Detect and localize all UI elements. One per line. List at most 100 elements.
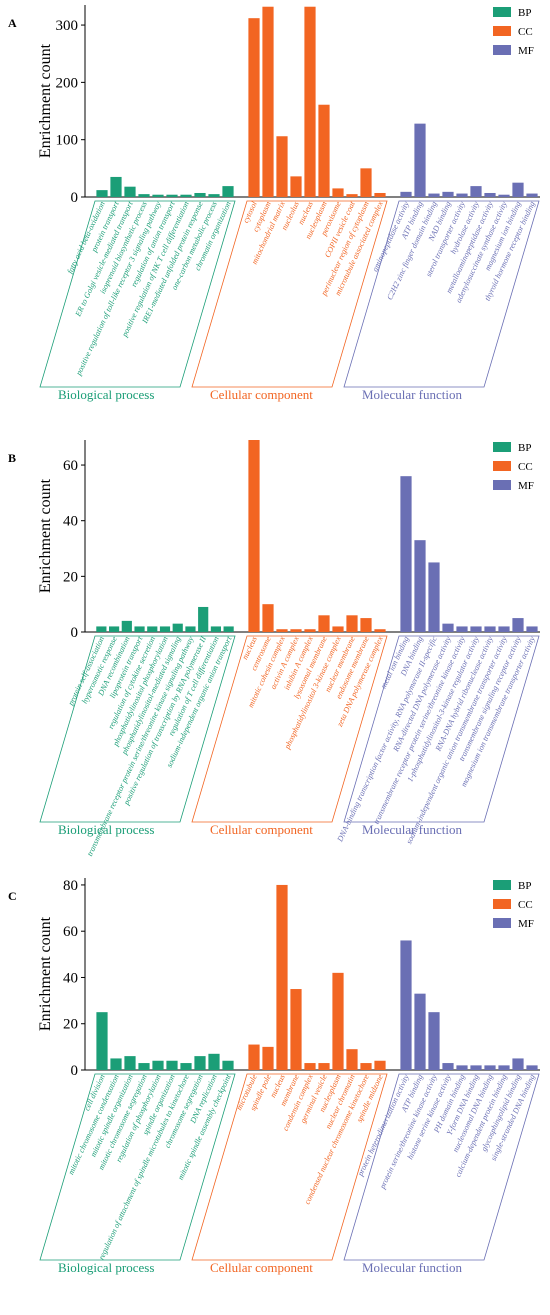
legend-swatch <box>493 480 511 490</box>
y-tick-label: 200 <box>56 75 79 91</box>
bar <box>498 626 510 632</box>
y-tick-label: 80 <box>63 878 78 894</box>
legend-label: BP <box>518 880 531 892</box>
bar <box>526 1065 538 1070</box>
bar <box>374 192 386 197</box>
bar <box>428 1012 440 1070</box>
bar <box>276 136 288 197</box>
bar <box>332 188 344 197</box>
bar <box>172 623 183 632</box>
legend-swatch <box>493 442 511 452</box>
y-tick-label: 20 <box>63 569 78 585</box>
bar <box>210 626 221 632</box>
y-tick-label: 0 <box>71 1063 79 1079</box>
bar <box>110 176 122 197</box>
bar <box>159 626 171 632</box>
y-tick-label: 0 <box>71 625 79 641</box>
bar <box>124 1056 136 1070</box>
legend-label: CC <box>518 461 533 473</box>
bar <box>346 194 358 197</box>
bar <box>442 191 454 197</box>
group-label: Biological process <box>58 1260 154 1275</box>
legend-label: CC <box>518 899 533 911</box>
bar <box>484 192 496 197</box>
group-box <box>191 200 388 388</box>
bar <box>194 1056 206 1070</box>
bar <box>223 626 234 632</box>
group-box <box>191 635 388 823</box>
y-tick-label: 20 <box>63 1017 78 1033</box>
bar <box>109 626 120 632</box>
bar <box>110 1058 122 1070</box>
bar <box>304 1063 316 1070</box>
bar <box>346 1049 358 1070</box>
panel-label: A <box>8 16 17 30</box>
bar <box>134 626 145 632</box>
bar <box>374 1060 386 1070</box>
group-box <box>39 200 236 388</box>
bar <box>208 1053 220 1070</box>
bar <box>96 190 108 197</box>
group-box <box>191 1073 388 1261</box>
bar <box>222 186 234 197</box>
bar <box>428 193 440 197</box>
panel-label: B <box>8 451 16 465</box>
bar <box>456 1065 468 1070</box>
bar <box>138 194 150 197</box>
bar <box>332 626 344 632</box>
y-axis-label: Enrichment count <box>37 478 54 593</box>
group-label: Cellular component <box>210 822 313 837</box>
bar <box>512 182 524 197</box>
legend-swatch <box>493 880 511 890</box>
bar <box>198 606 209 632</box>
group-box <box>39 635 236 823</box>
bar <box>276 629 288 632</box>
y-tick-label: 60 <box>63 458 78 474</box>
legend-label: BP <box>518 7 531 19</box>
bar <box>526 193 538 197</box>
group-label: Biological process <box>58 387 154 402</box>
bar <box>470 626 482 632</box>
bar <box>124 186 136 197</box>
y-tick-label: 100 <box>56 133 79 149</box>
panel-label: C <box>8 889 17 903</box>
bar <box>290 989 302 1070</box>
bar <box>512 618 524 632</box>
bar <box>360 618 372 632</box>
bar <box>262 6 274 197</box>
bar <box>400 476 412 632</box>
bar <box>526 626 538 632</box>
bar <box>442 623 454 632</box>
bar <box>414 540 426 632</box>
legend-swatch <box>493 899 511 909</box>
bar <box>304 629 316 632</box>
bar <box>290 629 302 632</box>
y-axis-label: Enrichment count <box>37 916 54 1031</box>
bar <box>498 194 510 197</box>
bar <box>318 615 330 632</box>
group-label: Molecular function <box>362 387 462 402</box>
bar <box>470 186 482 197</box>
bar <box>248 18 260 198</box>
bar <box>484 1065 496 1070</box>
y-axis-label: Enrichment count <box>37 43 54 158</box>
bar <box>290 176 302 197</box>
legend-label: BP <box>518 442 531 454</box>
legend-swatch <box>493 45 511 55</box>
bar <box>414 123 426 197</box>
bar <box>304 6 316 197</box>
legend-label: CC <box>518 26 533 38</box>
bar <box>332 972 344 1070</box>
bar <box>180 194 192 197</box>
bar <box>147 626 158 632</box>
bar <box>470 1065 482 1070</box>
bar <box>96 626 107 632</box>
bar <box>442 1063 454 1070</box>
bar <box>456 626 468 632</box>
bar <box>262 604 274 632</box>
bar <box>512 1058 524 1070</box>
group-box <box>343 200 540 388</box>
bar <box>248 440 260 632</box>
legend-swatch <box>493 461 511 471</box>
y-tick-label: 300 <box>56 18 79 34</box>
